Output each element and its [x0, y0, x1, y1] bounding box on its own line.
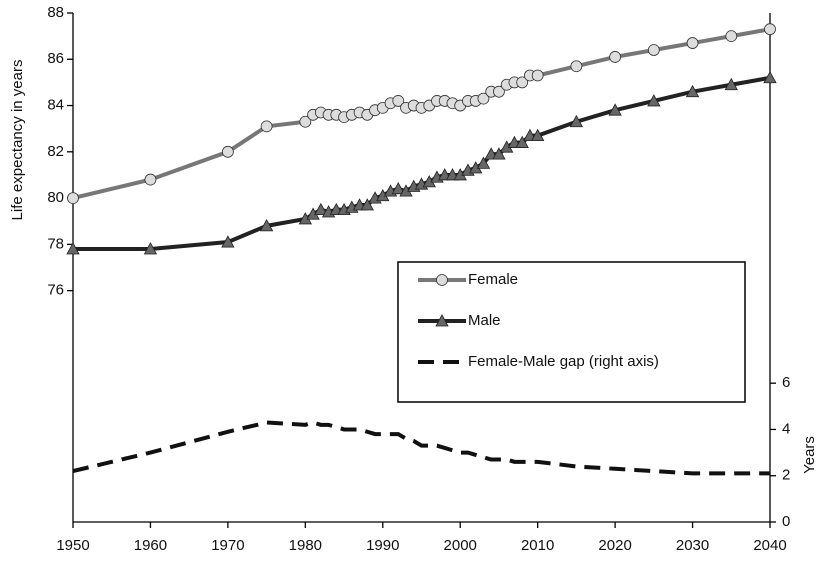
y-tick-label: 88 [47, 4, 64, 21]
marker [516, 76, 529, 89]
marker [530, 128, 545, 142]
y-tick-label: 84 [47, 97, 64, 114]
legend-label: Female-Male gap (right axis) [468, 353, 659, 370]
series-line [72, 420, 770, 476]
marker [435, 314, 449, 327]
marker [221, 145, 234, 158]
marker [725, 30, 738, 43]
marker [493, 85, 505, 98]
y-tick-label: 86 [47, 50, 64, 67]
marker [515, 135, 529, 148]
legend [397, 261, 746, 403]
marker [724, 77, 738, 91]
marker [492, 147, 506, 160]
marker [764, 23, 776, 36]
marker [259, 219, 274, 232]
x-tick-label: 2010 [521, 537, 554, 554]
y2-axis-label: Years [801, 436, 818, 474]
x-tick-label: 1990 [366, 537, 399, 554]
y2-tick-label: 0 [782, 513, 790, 530]
marker [685, 84, 700, 98]
marker [143, 242, 158, 255]
marker [221, 235, 235, 248]
x-tick-label: 1970 [211, 537, 244, 554]
x-tick-label: 2000 [444, 537, 477, 554]
marker [763, 70, 777, 84]
x-tick-label: 2040 [753, 537, 786, 554]
y-tick-label: 76 [47, 282, 64, 299]
marker [391, 182, 405, 195]
y-tick-label: 80 [47, 189, 64, 206]
marker [609, 51, 622, 63]
marker [608, 103, 622, 116]
marker [531, 69, 544, 82]
x-tick-label: 1980 [289, 537, 322, 554]
y-tick-label: 78 [47, 235, 64, 252]
marker [686, 37, 699, 49]
marker [360, 198, 374, 211]
y-tick-label: 82 [47, 143, 64, 160]
y2-tick-label: 6 [782, 374, 790, 391]
marker [67, 192, 79, 204]
marker [144, 173, 157, 186]
y2-tick-label: 4 [782, 420, 790, 437]
marker [477, 92, 490, 105]
marker [66, 242, 80, 255]
legend-label: Male [468, 312, 501, 329]
y2-tick-label: 2 [782, 467, 790, 484]
marker [436, 274, 448, 286]
marker [314, 202, 328, 216]
marker [299, 115, 312, 128]
marker [647, 94, 661, 107]
x-tick-label: 1960 [134, 537, 167, 554]
x-tick-label: 1950 [56, 537, 89, 554]
x-tick-label: 2030 [676, 537, 709, 554]
marker [569, 114, 584, 128]
x-tick-label: 2020 [598, 537, 631, 554]
y-axis-label: Life expectancy in years [9, 60, 26, 221]
marker [476, 156, 491, 169]
marker [260, 120, 273, 133]
marker [570, 60, 583, 73]
marker [647, 44, 660, 56]
marker [392, 95, 405, 107]
legend-label: Female [468, 271, 518, 288]
